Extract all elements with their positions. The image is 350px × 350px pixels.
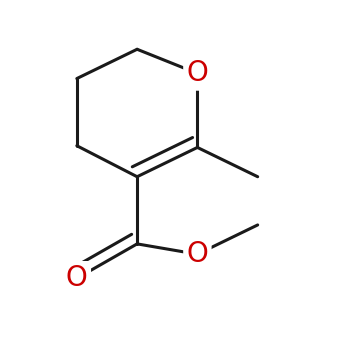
Text: O: O — [66, 264, 88, 292]
Text: O: O — [187, 240, 208, 268]
Text: O: O — [187, 60, 208, 88]
